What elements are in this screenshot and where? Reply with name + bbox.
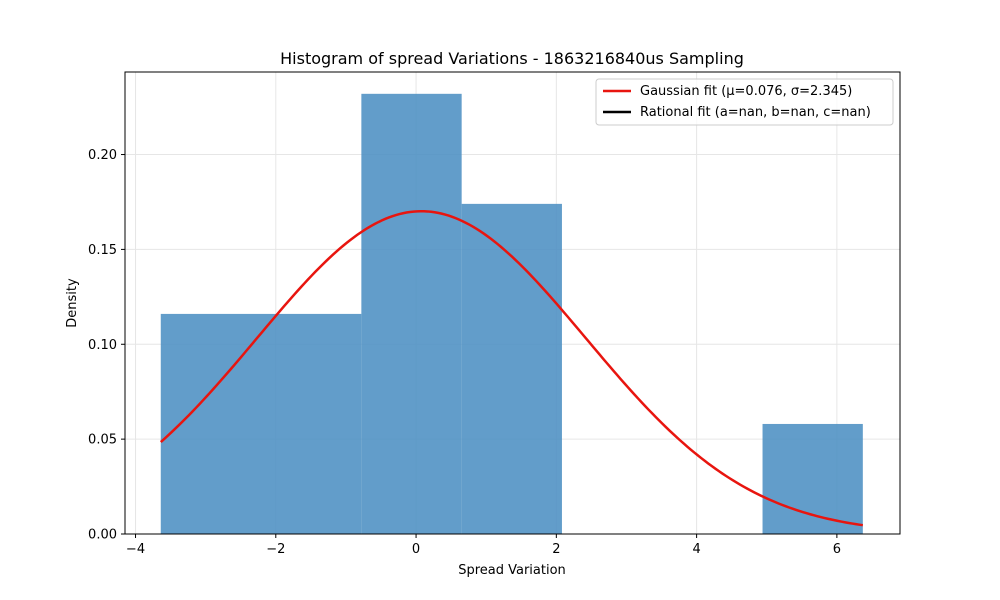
legend-box	[595, 78, 894, 126]
legend: Gaussian fit (μ=0.076, σ=2.345) Rational…	[595, 78, 894, 126]
histogram-bar	[461, 203, 562, 534]
plot-frame	[124, 71, 901, 535]
histogram-bar	[160, 313, 362, 534]
y-tick-label: 0.20	[88, 148, 117, 163]
histogram-bars	[160, 93, 863, 534]
legend-gaussian-label: Gaussian fit (μ=0.076, σ=2.345)	[640, 84, 852, 99]
y-tick-label: 0.00	[88, 528, 117, 543]
histogram-bar	[762, 423, 863, 534]
x-tick-label: 0	[412, 542, 420, 557]
y-tick-label: 0.15	[88, 243, 117, 258]
axis-ticks: −4 −2 0 2 4 6 0.00 0.05 0.10 0.15 0.20	[88, 148, 841, 557]
y-axis-label: Density	[65, 278, 80, 328]
x-tick-label: 2	[552, 542, 560, 557]
legend-rational-label: Rational fit (a=nan, b=nan, c=nan)	[640, 105, 871, 120]
x-tick-label: 6	[833, 542, 841, 557]
x-tick-label: 4	[692, 542, 700, 557]
gaussian-fit-line	[159, 209, 864, 527]
chart-title: Histogram of spread Variations - 1863216…	[280, 49, 744, 68]
y-tick-label: 0.05	[88, 433, 117, 448]
histogram-bar	[361, 93, 462, 534]
fit-curves	[159, 209, 864, 527]
x-axis-label: Spread Variation	[458, 563, 566, 578]
x-tick-label: −2	[266, 542, 285, 557]
y-tick-label: 0.10	[88, 338, 117, 353]
x-tick-label: −4	[126, 542, 145, 557]
